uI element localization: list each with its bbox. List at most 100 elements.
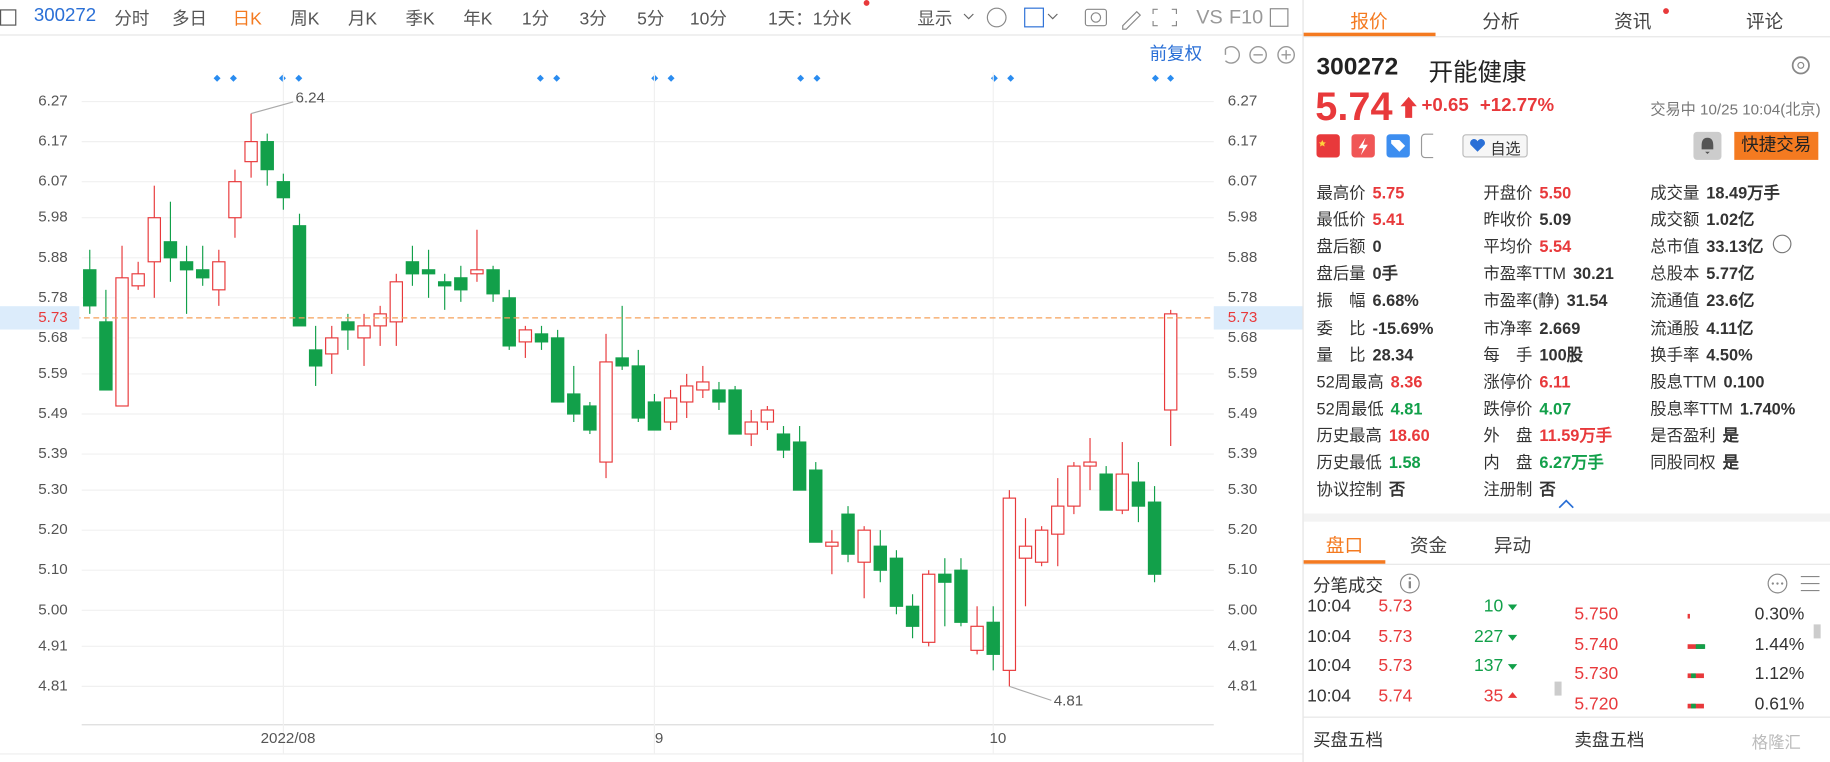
period-tab[interactable]: 10分 bbox=[689, 9, 727, 30]
stat-item: 是否盈利是 bbox=[1650, 424, 1739, 447]
stat-value: 0.100 bbox=[1723, 371, 1765, 391]
period-tab[interactable]: 分时 bbox=[114, 9, 150, 30]
trade-time: 10:04 bbox=[1307, 597, 1351, 617]
quote-tab[interactable]: 报价 bbox=[1350, 12, 1388, 33]
period-tab[interactable]: 多日 bbox=[172, 9, 208, 30]
candle-body bbox=[776, 433, 791, 451]
candle-body bbox=[679, 385, 694, 403]
quote-tab[interactable]: 评论 bbox=[1745, 12, 1784, 33]
candle-body bbox=[889, 557, 904, 607]
max-label: 6.24 bbox=[295, 89, 325, 106]
stat-value: 6.11 bbox=[1539, 371, 1571, 391]
stat-value: 否 bbox=[1539, 479, 1556, 499]
more-icon[interactable] bbox=[1772, 234, 1792, 254]
menu-icon[interactable] bbox=[0, 9, 17, 26]
candle-body bbox=[825, 541, 839, 547]
quote-tab[interactable]: 资讯 bbox=[1614, 12, 1652, 33]
menu-icon[interactable] bbox=[1800, 575, 1820, 592]
divider bbox=[1302, 0, 1304, 762]
vs-button[interactable]: VS bbox=[1196, 5, 1223, 29]
period-tab[interactable]: 1分 bbox=[521, 9, 550, 30]
alert-button[interactable] bbox=[1693, 131, 1722, 160]
stat-label: 开盘价 bbox=[1483, 183, 1533, 202]
watch-button[interactable]: 自选 bbox=[1462, 134, 1528, 158]
dropdown-icon[interactable] bbox=[963, 13, 974, 20]
level-pct: 1.44% bbox=[1754, 634, 1805, 655]
book-tab[interactable]: 异动 bbox=[1493, 536, 1532, 557]
color-icon[interactable] bbox=[1024, 7, 1044, 28]
stat-value: 8.36 bbox=[1390, 371, 1423, 391]
candle-body bbox=[550, 337, 565, 403]
more-icon[interactable] bbox=[1767, 573, 1788, 594]
quote-code: 300272 bbox=[1316, 53, 1399, 81]
candle-body bbox=[292, 225, 307, 327]
candle-body bbox=[1067, 465, 1081, 507]
candle-body bbox=[373, 313, 387, 327]
period-tab[interactable]: 日K bbox=[232, 9, 262, 30]
stat-item: 市盈率TTM 30.21 bbox=[1483, 262, 1613, 285]
new-dot bbox=[863, 0, 870, 6]
book-tab[interactable]: 盘口 bbox=[1325, 536, 1364, 557]
candle-body bbox=[583, 405, 597, 431]
collapse-icon[interactable] bbox=[1558, 499, 1574, 509]
candle-body bbox=[760, 409, 775, 423]
adjust-mode[interactable]: 前复权 bbox=[1150, 43, 1203, 63]
candle-body bbox=[212, 261, 226, 291]
stat-item: 内 盘 6.27万手 bbox=[1483, 450, 1604, 473]
quick-trade[interactable]: 快捷交易 bbox=[1734, 131, 1819, 160]
period-tab[interactable]: 季K bbox=[405, 9, 435, 30]
info-icon[interactable] bbox=[1399, 573, 1420, 594]
level-price: 5.740 bbox=[1574, 634, 1619, 655]
panel-toggle[interactable] bbox=[1269, 8, 1289, 27]
up-arrow bbox=[1400, 96, 1417, 118]
stat-label: 昨收价 bbox=[1483, 210, 1533, 229]
stat-value: 5.41 bbox=[1372, 210, 1405, 229]
y-tick-label: 4.91 bbox=[38, 637, 68, 654]
stat-item: 昨收价 5.09 bbox=[1483, 208, 1571, 231]
period-tab[interactable]: 5分 bbox=[637, 9, 665, 30]
dropdown-icon[interactable] bbox=[1047, 13, 1058, 20]
display-menu[interactable]: 显示 bbox=[917, 9, 953, 30]
stat-item: 盘后额 0 bbox=[1316, 235, 1381, 258]
zoom-out[interactable] bbox=[1249, 45, 1267, 64]
y-tick-label: 6.17 bbox=[38, 133, 68, 150]
period-tab[interactable]: 3分 bbox=[579, 9, 607, 30]
level-bar bbox=[1691, 673, 1696, 679]
stat-item: 最高价 5.75 bbox=[1316, 181, 1404, 204]
period-tab[interactable]: 年K bbox=[463, 9, 493, 30]
camera-icon[interactable] bbox=[1084, 8, 1107, 27]
level-bar bbox=[1687, 673, 1704, 679]
interval-select[interactable]: 1天：1分K bbox=[767, 9, 852, 30]
draw-icon[interactable] bbox=[1122, 10, 1142, 30]
stat-item: 流通股 4.11亿 bbox=[1650, 316, 1753, 339]
trade-volume: 137 bbox=[1473, 655, 1504, 676]
level-pct: 0.30% bbox=[1754, 604, 1805, 625]
stat-item: 注册制否 bbox=[1483, 477, 1555, 500]
stat-item: 协议控制否 bbox=[1316, 477, 1405, 500]
scroll-thumb bbox=[1554, 681, 1562, 696]
settings-icon[interactable] bbox=[986, 7, 1007, 28]
note-icon[interactable] bbox=[1420, 133, 1434, 159]
quote-tab[interactable]: 分析 bbox=[1482, 12, 1520, 33]
book-tab[interactable]: 资金 bbox=[1409, 536, 1448, 557]
min-label: 4.81 bbox=[1054, 693, 1084, 710]
stat-label: 最低价 bbox=[1316, 210, 1366, 229]
stat-value: 28.34 bbox=[1372, 344, 1414, 364]
f10-button[interactable]: F10 bbox=[1228, 5, 1264, 29]
fullscreen-icon[interactable] bbox=[1152, 8, 1178, 27]
candle-body bbox=[599, 361, 613, 463]
period-tab[interactable]: 月K bbox=[347, 9, 378, 30]
y-tick-label-right: 5.59 bbox=[1228, 365, 1258, 382]
zoom-in[interactable] bbox=[1277, 45, 1296, 64]
reset-icon[interactable] bbox=[1224, 45, 1240, 64]
stock-code[interactable]: 300272 bbox=[33, 5, 97, 26]
candle-body bbox=[421, 269, 436, 275]
settings-icon[interactable] bbox=[1789, 54, 1812, 77]
y-tick-label-right: 4.91 bbox=[1228, 637, 1258, 654]
stat-value: 4.07 bbox=[1539, 398, 1572, 418]
level-price: 5.730 bbox=[1574, 664, 1619, 684]
stat-value: 5.75 bbox=[1372, 183, 1405, 202]
level-bar bbox=[1687, 613, 1690, 619]
period-tab[interactable]: 周K bbox=[290, 9, 320, 30]
